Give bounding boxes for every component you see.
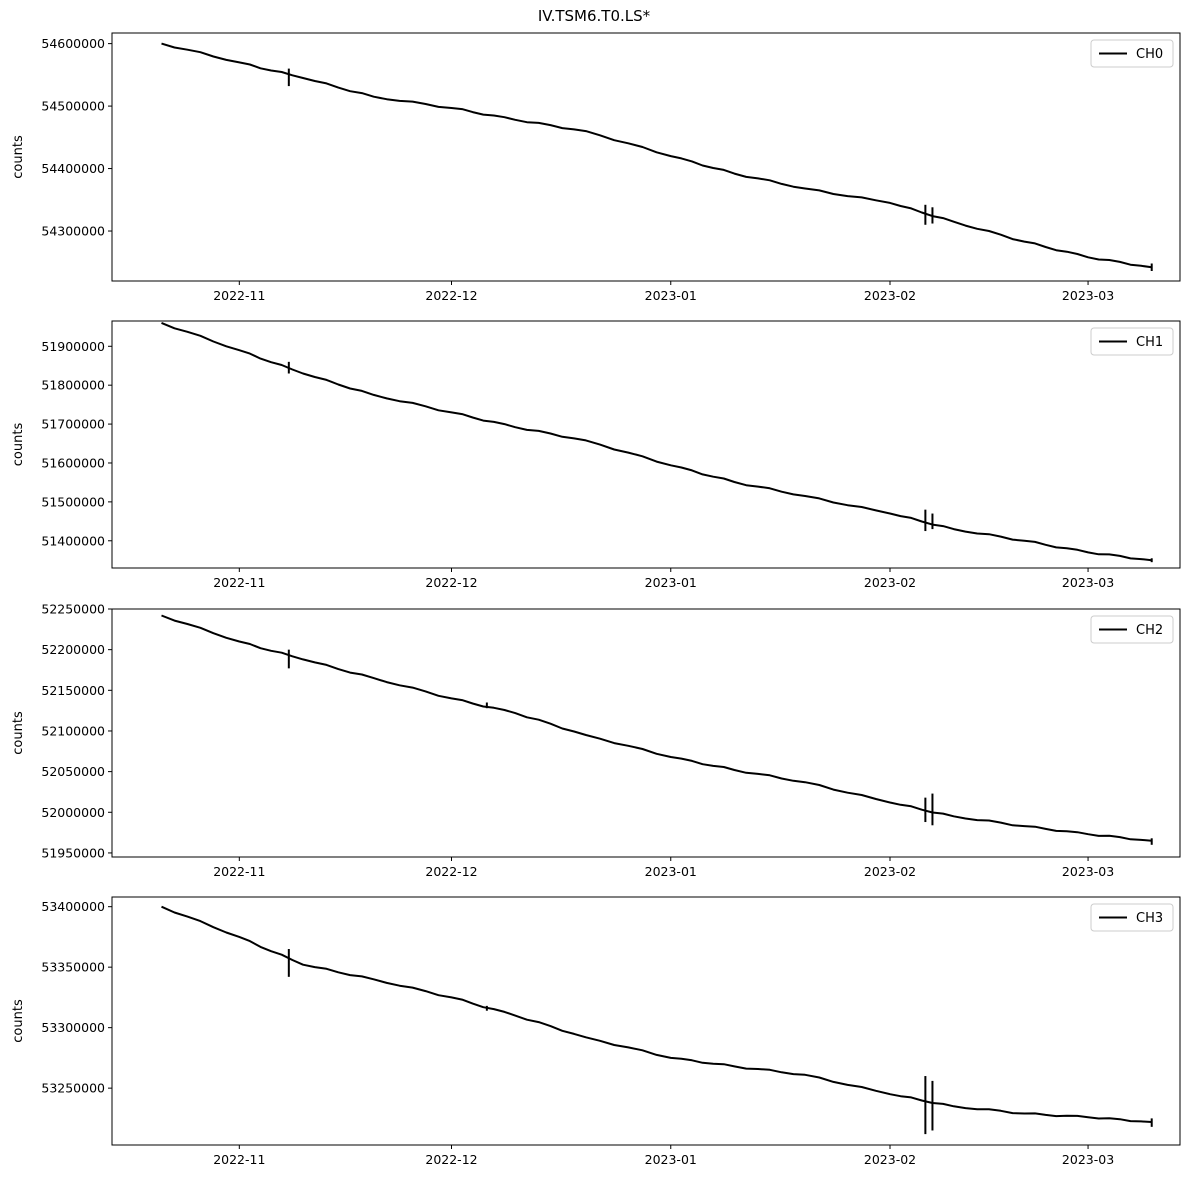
- panel-2: 2022-11 2022-12 2023-01 2023-02 2023-03 51950…: [11, 602, 1181, 879]
- y-tick-label: 54500000: [41, 99, 105, 114]
- legend-box: [1090, 903, 1174, 932]
- x-tick-label: 2023-01: [645, 288, 697, 303]
- panel-1: 2022-11 2022-12 2023-01 2023-02 2023-03 51400…: [11, 320, 1181, 590]
- y-tick-label: 51700000: [41, 417, 105, 432]
- y-tick-label: 51950000: [41, 845, 105, 860]
- x-tick-label: 2023-03: [1062, 288, 1114, 303]
- axes-frame: [111, 896, 1181, 1146]
- x-tick-label: 2023-03: [1062, 575, 1114, 590]
- x-tick-label: 2022-12: [425, 864, 477, 879]
- y-tick-label: 53350000: [41, 960, 105, 975]
- y-tick-label: 51600000: [41, 455, 105, 470]
- legend-label: CH3: [1136, 911, 1163, 926]
- x-tick-label: 2023-03: [1062, 864, 1114, 879]
- y-axis-label: counts: [11, 999, 26, 1043]
- y-axis-label: counts: [11, 135, 26, 179]
- panel-3: 2022-11 2022-12 2023-01 2023-02 2023-03 53250…: [11, 896, 1181, 1167]
- x-tick-label: 2023-01: [645, 575, 697, 590]
- y-axis-label: counts: [11, 423, 26, 467]
- y-tick-label: 53250000: [41, 1081, 105, 1096]
- legend: CH0: [1090, 39, 1174, 68]
- y-tick-label: 54400000: [41, 161, 105, 176]
- legend: CH3: [1090, 903, 1174, 932]
- legend-box: [1090, 615, 1174, 644]
- panels-container: 2022-11 2022-12 2023-01 2023-02 2023-03 54300…: [11, 32, 1181, 1167]
- y-tick-label: 51500000: [41, 494, 105, 509]
- x-tick-label: 2022-11: [213, 1152, 265, 1167]
- legend: CH2: [1090, 615, 1174, 644]
- x-tick-label: 2023-01: [645, 864, 697, 879]
- y-tick-label: 51900000: [41, 339, 105, 354]
- axes-frame: [111, 32, 1181, 282]
- x-tick-label: 2022-11: [213, 575, 265, 590]
- legend: CH1: [1090, 327, 1174, 356]
- series-line-ch1: [161, 321, 1152, 562]
- x-tick-label: 2022-11: [213, 288, 265, 303]
- y-axis-label: counts: [11, 711, 26, 755]
- legend-box: [1090, 39, 1174, 68]
- x-tick-label: 2023-03: [1062, 1152, 1114, 1167]
- y-tick-label: 52050000: [41, 764, 105, 779]
- axes-frame: [111, 608, 1181, 858]
- x-tick-label: 2022-12: [425, 1152, 477, 1167]
- series-line-ch2: [161, 614, 1152, 842]
- x-tick-label: 2023-02: [864, 575, 916, 590]
- y-tick-label: 52000000: [41, 805, 105, 820]
- y-tick-label: 52200000: [41, 642, 105, 657]
- x-tick-label: 2022-11: [213, 864, 265, 879]
- y-tick-label: 53300000: [41, 1020, 105, 1035]
- legend-label: CH2: [1136, 623, 1163, 638]
- y-tick-label: 52250000: [41, 602, 105, 617]
- figure-title: IV.TSM6.T0.LS*: [538, 7, 651, 25]
- y-tick-label: 53400000: [41, 899, 105, 914]
- panel-0: 2022-11 2022-12 2023-01 2023-02 2023-03 54300…: [11, 32, 1181, 303]
- axes-frame: [111, 320, 1181, 569]
- x-tick-label: 2023-01: [645, 1152, 697, 1167]
- y-tick-label: 54600000: [41, 36, 105, 51]
- x-tick-label: 2023-02: [864, 288, 916, 303]
- y-tick-label: 51400000: [41, 533, 105, 548]
- legend-label: CH1: [1136, 335, 1163, 350]
- y-tick-label: 51800000: [41, 378, 105, 393]
- x-tick-label: 2022-12: [425, 575, 477, 590]
- x-tick-label: 2023-02: [864, 1152, 916, 1167]
- x-tick-label: 2023-02: [864, 864, 916, 879]
- series-line-ch0: [161, 42, 1152, 269]
- x-tick-label: 2022-12: [425, 288, 477, 303]
- legend-label: CH0: [1136, 47, 1163, 62]
- legend-box: [1090, 327, 1174, 356]
- series-line-ch3: [161, 905, 1152, 1123]
- y-tick-label: 52100000: [41, 723, 105, 738]
- y-tick-label: 52150000: [41, 683, 105, 698]
- y-tick-label: 54300000: [41, 224, 105, 239]
